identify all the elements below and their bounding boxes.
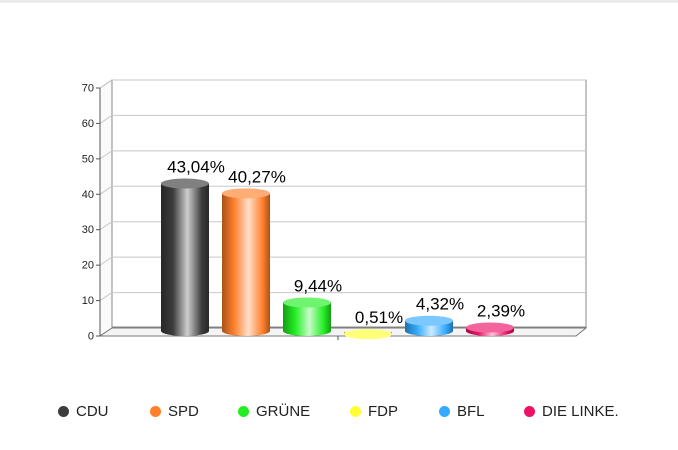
data-labels: 43,04%40,27% 9,44% 0,51% 4,32% 2,39%: [167, 158, 525, 328]
legend-label: GRÜNE: [256, 402, 311, 420]
bar-gr-ne: [283, 297, 331, 336]
bars: [161, 178, 514, 340]
bar-top: [283, 297, 331, 308]
y-axis: 0 10 20 30 40 50 60 70: [82, 83, 339, 343]
top-strip: [0, 0, 678, 3]
legend: CDU SPD GRÜNE FDP BFL DIE LINKE.: [58, 402, 658, 422]
y-tick-label: 0: [88, 331, 94, 343]
legend-item: DIE LINKE.: [524, 402, 619, 420]
data-label: 4,32%: [416, 295, 464, 314]
floor: [98, 327, 588, 337]
grid-line-side: [99, 150, 113, 160]
bar-body: [283, 302, 331, 336]
legend-item: SPD: [150, 402, 199, 420]
bar-cdu: [161, 178, 209, 336]
grid-line-side: [99, 256, 113, 266]
bar-top: [466, 322, 514, 333]
bar-spd: [222, 188, 270, 336]
bar-top: [222, 188, 270, 199]
bar-die-linke: [466, 322, 514, 336]
legend-label: DIE LINKE.: [542, 402, 619, 420]
legend-item: CDU: [58, 402, 109, 420]
legend-item: GRÜNE: [238, 402, 310, 420]
legend-label: BFL: [457, 402, 485, 420]
legend-marker: [524, 405, 535, 417]
y-tick-label: 60: [82, 118, 94, 130]
y-tick-label: 70: [82, 83, 94, 95]
legend-marker: [238, 405, 249, 417]
legend-marker: [58, 405, 69, 417]
data-label: 43,04%: [167, 158, 225, 177]
legend-marker: [150, 405, 161, 417]
legend-label: SPD: [168, 402, 199, 420]
legend-item: BFL: [439, 402, 485, 420]
data-label: 0,51%: [355, 308, 403, 327]
legend-label: CDU: [76, 402, 109, 420]
data-label: 40,27%: [228, 167, 286, 186]
data-label: 2,39%: [477, 302, 525, 321]
grid-line-side: [99, 185, 113, 195]
grid-line-side: [99, 221, 113, 231]
bar-body: [161, 183, 209, 336]
data-label: 9,44%: [294, 277, 342, 296]
legend-marker: [439, 405, 450, 417]
legend-item: FDP: [350, 402, 398, 420]
y-tick-label: 10: [82, 295, 94, 307]
grid-line-side: [99, 115, 113, 124]
y-tick-label: 50: [82, 153, 94, 165]
grid-line-side: [99, 292, 113, 301]
y-tick-label: 40: [82, 189, 94, 201]
bar-top: [161, 178, 209, 189]
grid-line-side: [99, 79, 113, 89]
y-tick-label: 20: [82, 260, 94, 272]
legend-marker: [350, 405, 361, 417]
bar-bfl: [405, 315, 453, 336]
bar-top: [405, 315, 453, 326]
y-tick-label: 30: [82, 224, 94, 236]
bar-fdp: [344, 329, 392, 340]
side-wall: [99, 79, 113, 337]
legend-label: FDP: [368, 402, 398, 420]
bar-body: [222, 193, 270, 336]
bar-top: [344, 329, 392, 340]
